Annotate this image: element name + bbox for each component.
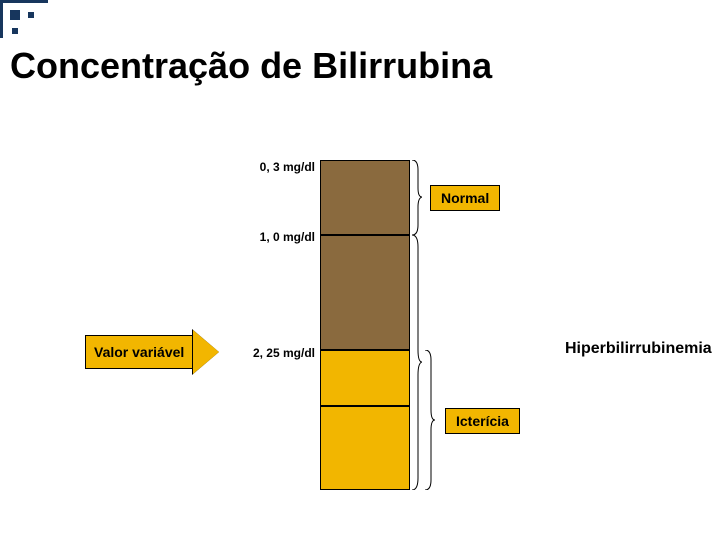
arrow-head-icon bbox=[193, 330, 219, 374]
page-title: Concentração de Bilirrubina bbox=[10, 45, 492, 87]
label-normal: Normal bbox=[430, 185, 500, 211]
brace-ictericia bbox=[425, 350, 435, 490]
brace-normal bbox=[412, 160, 422, 235]
tick-label-2: 1, 0 mg/dl bbox=[215, 230, 315, 244]
tick-label-1: 0, 3 mg/dl bbox=[215, 160, 315, 174]
bar-segment-2 bbox=[320, 235, 410, 350]
brace-hyper bbox=[412, 235, 422, 490]
bar-segment-1 bbox=[320, 160, 410, 235]
tick-label-3: 2, 25 mg/dl bbox=[215, 346, 315, 360]
corner-decor bbox=[0, 0, 60, 40]
label-hyper: Hiperbilirrubinemia bbox=[565, 340, 712, 358]
label-ictericia: Icterícia bbox=[445, 408, 520, 434]
bar-segment-3 bbox=[320, 350, 410, 406]
arrow-label: Valor variável bbox=[85, 335, 193, 369]
bar-segment-4 bbox=[320, 406, 410, 490]
arrow-valor-variavel: Valor variável bbox=[85, 330, 219, 374]
